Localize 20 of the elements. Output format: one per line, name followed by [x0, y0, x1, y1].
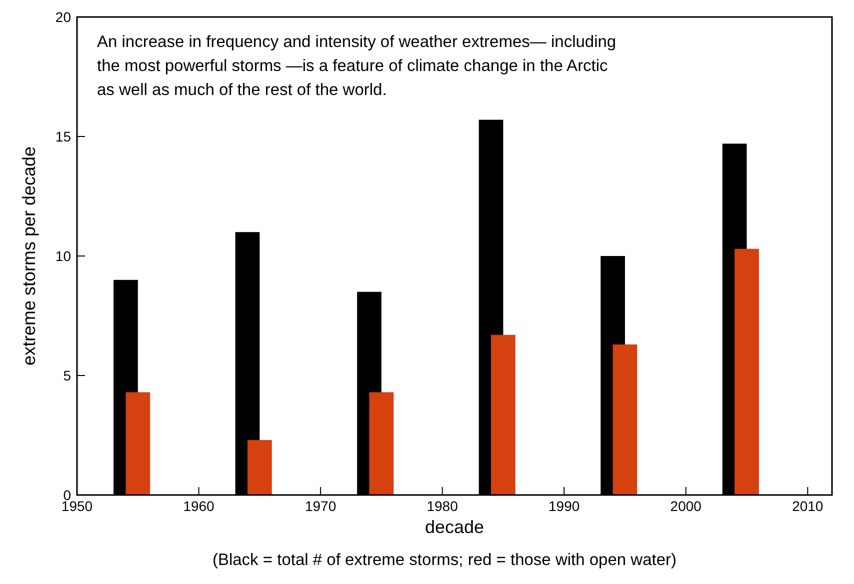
x-tick-label: 2010: [792, 498, 824, 514]
bar: [126, 392, 150, 495]
y-tick-label: 10: [55, 248, 72, 264]
bar: [369, 392, 394, 495]
x-tick-label: 1970: [304, 498, 336, 514]
bar: [612, 344, 638, 495]
x-tick-label: 2000: [670, 498, 702, 514]
bar: [247, 440, 272, 495]
x-tick-label: 1980: [426, 498, 458, 514]
text: (Black = total # of extreme storms; red = those with open water): [212, 551, 677, 569]
x-tick-label: 1990: [548, 498, 580, 514]
x-tick-label: 1960: [183, 498, 215, 514]
y-tick-label: 15: [55, 128, 72, 144]
y-tick-label: 5: [63, 368, 72, 384]
bar: [491, 334, 516, 495]
y-tick-label: 20: [55, 9, 72, 25]
bar: [734, 248, 759, 495]
y-axis-title: extreme storms per decade: [19, 146, 39, 366]
annotation: An increase in frequency and intensity of weather extremes— including the most powerful storms —is a feature of climate change in the Arctic as well as much of the rest of the world.: [97, 33, 616, 99]
x-axis-title: decade: [424, 517, 484, 537]
